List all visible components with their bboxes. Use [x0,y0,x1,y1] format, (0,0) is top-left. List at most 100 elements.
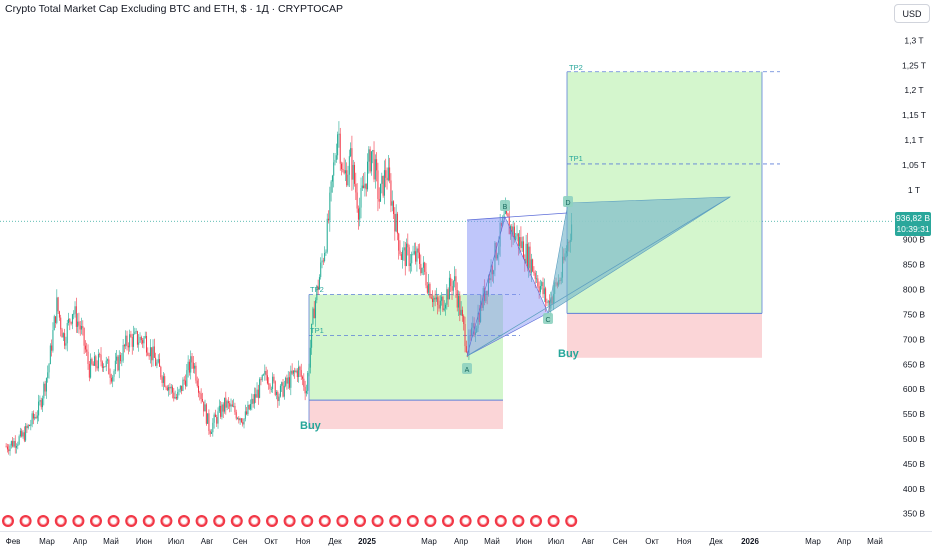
candle-body [136,331,138,345]
x-tick-label: Сен [233,537,248,546]
loss-zone-1 [309,400,503,430]
candle-body [221,404,223,417]
candle-body [19,430,21,437]
candle-body [190,356,192,373]
candle-body [283,385,285,397]
candle-body [191,356,193,363]
candle-body [214,414,216,418]
event-marker-inner [549,517,558,525]
candle-body [455,276,457,291]
bar-countdown: 10:39:31 [896,224,930,234]
candle-body [26,426,28,429]
candle-body [182,379,184,391]
candle-body [48,364,50,373]
candle-body [166,387,168,391]
candle-body [330,181,332,193]
candle-body [378,198,380,202]
x-tick-label: Фев [6,537,21,546]
candle-body [64,333,66,346]
candle-body [208,413,210,431]
candle-body [82,326,84,329]
candle-body [122,345,124,361]
candle-body [344,170,346,174]
event-marker-inner [74,517,83,525]
candle-body [185,380,187,387]
candle-body [130,334,132,338]
event-marker-inner [268,517,276,525]
candle-body [177,391,179,399]
candle-body [389,167,391,181]
candle-body [51,345,53,351]
candle-body [542,282,544,295]
candle-body [248,404,250,410]
candle-body [55,316,57,323]
pattern-triangle-3 [547,196,732,314]
candle-body [307,372,309,391]
event-marker-inner [444,517,452,525]
candle-body [474,332,476,335]
event-marker-inner [408,517,417,525]
candle-body [36,415,38,419]
candle-body [364,183,366,189]
candle-body [413,251,415,254]
candle-body [526,243,528,268]
currency-button[interactable]: USD [894,4,930,23]
candle-body [58,311,60,318]
candle-body [169,387,171,389]
candle-body [523,241,525,259]
candle-body [312,308,314,324]
candle-body [287,377,289,384]
event-marker-inner [56,517,65,525]
candle-body [266,375,268,384]
y-tick-label: 850 B [903,260,926,270]
candle-body [402,250,404,260]
candle-body [435,297,437,300]
candle-body [17,444,19,446]
candle-body [120,355,122,362]
candle-body [161,377,163,383]
candle-body [160,366,162,378]
candle-body [173,392,175,399]
candle-body [454,276,456,282]
candlestick-series [5,121,573,456]
y-tick-label: 350 B [903,509,926,519]
zone-label: TP2 [569,63,583,72]
candle-body [439,300,441,309]
candle-body [543,288,545,295]
y-tick-label: 1,05 T [902,160,926,170]
candle-body [151,347,153,361]
candle-body [331,175,333,182]
candle-body [433,297,435,303]
candle-body [265,370,267,376]
candle-body [240,418,242,423]
x-tick-label: Мар [805,537,821,546]
y-tick-label: 600 B [903,384,926,394]
candle-body [222,404,224,412]
candle-body [83,328,85,346]
pattern-point-label: C [545,317,550,324]
candle-body [532,259,534,272]
candle-body [270,388,272,390]
candle-body [23,432,25,441]
candle-body [178,389,180,392]
candle-body [205,404,207,424]
candle-body [103,366,105,368]
candle-body [450,277,452,287]
x-tick-label: Авг [582,537,595,546]
candle-body [387,167,389,181]
pattern-point-marker [563,196,573,207]
event-marker-inner [92,517,100,525]
candle-body [315,300,317,319]
candle-body [536,278,538,280]
pattern-point-label: D [565,200,570,207]
candle-body [71,314,73,324]
candle-body [458,295,460,308]
candle-body [495,242,497,259]
candle-body [238,417,240,421]
candle-body [348,156,350,175]
candle-body [53,316,55,331]
candle-body [273,376,275,382]
candle-body [426,285,428,293]
candle-body [292,370,294,374]
